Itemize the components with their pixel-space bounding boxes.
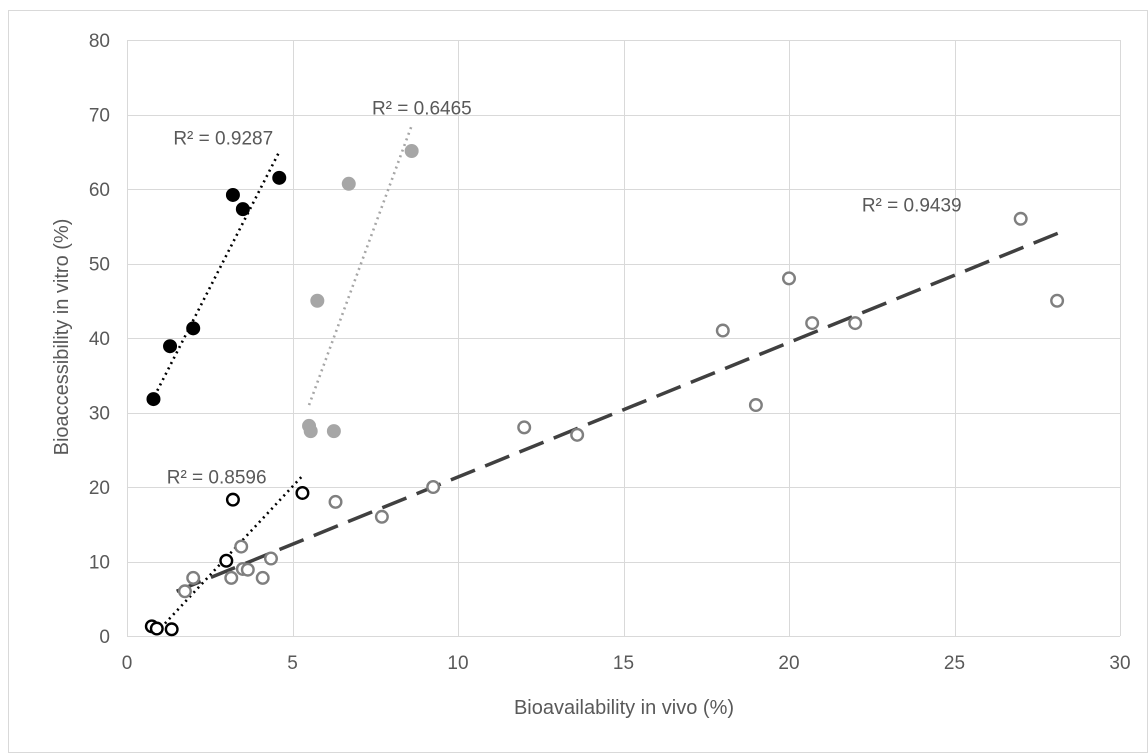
- data-point: [404, 144, 419, 159]
- data-point: [177, 584, 192, 599]
- y-tick-label: 10: [89, 553, 110, 574]
- x-tick-label: 0: [122, 653, 133, 674]
- data-point: [225, 492, 240, 507]
- data-point: [570, 427, 585, 442]
- data-point: [374, 509, 389, 524]
- data-point: [272, 170, 287, 185]
- data-point: [295, 485, 310, 500]
- data-point: [149, 621, 164, 636]
- x-tick-label: 25: [944, 653, 965, 674]
- data-point: [1050, 293, 1065, 308]
- y-tick-label: 20: [89, 478, 110, 499]
- tick-labels: 0 10 20 30 40 50 60 70 80 0 5 10 15 20 25 30: [89, 31, 1131, 674]
- data-point: [146, 392, 161, 407]
- x-tick-label: 10: [447, 653, 468, 674]
- data-point: [748, 398, 763, 413]
- trendlines: [150, 125, 1062, 634]
- data-point: [805, 316, 820, 331]
- r2-label: R² = 0.8596: [167, 467, 267, 488]
- data-point: [234, 539, 249, 554]
- y-tick-label: 40: [89, 329, 110, 350]
- gridlines: [127, 40, 1121, 637]
- y-tick-label: 30: [89, 404, 110, 425]
- data-point: [517, 420, 532, 435]
- data-point: [326, 424, 341, 439]
- trendline: [307, 125, 413, 406]
- data-point: [715, 323, 730, 338]
- y-tick-label: 60: [89, 180, 110, 201]
- data-point: [1013, 211, 1028, 226]
- y-tick-label: 50: [89, 255, 110, 276]
- data-point: [186, 321, 201, 336]
- trendline: [175, 230, 1062, 593]
- x-tick-label: 20: [778, 653, 799, 674]
- data-points: [144, 144, 1065, 637]
- x-tick-label: 5: [287, 653, 298, 674]
- data-point: [255, 570, 270, 585]
- data-point: [341, 176, 356, 191]
- y-axis-title: Bioaccessibility in vitro (%): [51, 219, 73, 456]
- data-point: [263, 551, 278, 566]
- y-tick-label: 0: [99, 627, 110, 648]
- x-axis-title: Bioavailability in vivo (%): [514, 697, 734, 719]
- data-point: [328, 494, 343, 509]
- x-tick-label: 30: [1109, 653, 1130, 674]
- x-tick-label: 15: [613, 653, 634, 674]
- data-point: [225, 187, 240, 202]
- data-point: [848, 316, 863, 331]
- r2-label: R² = 0.9439: [862, 195, 962, 216]
- chart-frame: [8, 10, 1148, 753]
- data-point: [782, 271, 797, 286]
- r2-label: R² = 0.6465: [372, 99, 472, 120]
- data-point: [224, 570, 239, 585]
- y-tick-label: 80: [89, 31, 110, 52]
- y-tick-label: 70: [89, 106, 110, 127]
- r2-labels: R² = 0.9287 R² = 0.6465 R² = 0.8596 R² = 0.…: [167, 99, 962, 489]
- data-point: [164, 622, 179, 637]
- data-point: [303, 424, 318, 439]
- data-point: [240, 562, 255, 577]
- data-point: [235, 202, 250, 217]
- r2-label: R² = 0.9287: [173, 128, 273, 149]
- data-point: [219, 553, 234, 568]
- data-point: [426, 480, 441, 495]
- data-point: [163, 339, 178, 354]
- data-point: [186, 570, 201, 585]
- data-point: [310, 293, 325, 308]
